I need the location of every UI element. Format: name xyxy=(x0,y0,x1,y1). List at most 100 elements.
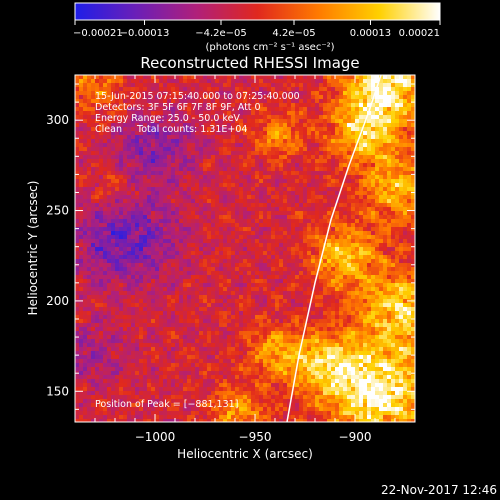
heatmap-cell xyxy=(395,299,400,304)
heatmap-cell xyxy=(87,259,92,264)
heatmap-cell xyxy=(383,167,388,172)
heatmap-cell xyxy=(103,279,108,284)
heatmap-cell xyxy=(155,131,160,136)
heatmap-cell xyxy=(107,291,112,296)
heatmap-cell xyxy=(367,243,372,248)
heatmap-cell xyxy=(347,87,352,92)
heatmap-cell xyxy=(107,191,112,196)
heatmap-cell xyxy=(75,195,80,200)
heatmap-cell xyxy=(335,139,340,144)
heatmap-cell xyxy=(323,123,328,128)
heatmap-cell xyxy=(279,107,284,112)
heatmap-cell xyxy=(403,243,408,248)
heatmap-cell xyxy=(83,255,88,260)
heatmap-cell xyxy=(131,303,136,308)
heatmap-cell xyxy=(375,219,380,224)
heatmap-cell xyxy=(147,279,152,284)
heatmap-cell xyxy=(219,147,224,152)
heatmap-cell xyxy=(155,95,160,100)
heatmap-cell xyxy=(375,255,380,260)
heatmap-cell xyxy=(147,227,152,232)
heatmap-cell xyxy=(183,99,188,104)
heatmap-cell xyxy=(79,131,84,136)
heatmap-cell xyxy=(315,103,320,108)
heatmap-cell xyxy=(159,307,164,312)
heatmap-cell xyxy=(319,111,324,116)
heatmap-cell xyxy=(143,255,148,260)
heatmap-cell xyxy=(347,287,352,292)
heatmap-cell xyxy=(299,223,304,228)
heatmap-cell xyxy=(123,199,128,204)
heatmap-cell xyxy=(275,119,280,124)
heatmap-cell xyxy=(319,103,324,108)
heatmap-cell xyxy=(367,199,372,204)
heatmap-cell xyxy=(139,163,144,168)
heatmap-cell xyxy=(323,147,328,152)
heatmap-cell xyxy=(215,119,220,124)
heatmap-cell xyxy=(259,163,264,168)
heatmap-cell xyxy=(303,107,308,112)
heatmap-cell xyxy=(139,123,144,128)
heatmap-cell xyxy=(387,127,392,132)
heatmap-cell xyxy=(191,155,196,160)
heatmap-cell xyxy=(203,287,208,292)
heatmap-cell xyxy=(411,183,415,188)
heatmap-cell xyxy=(387,123,392,128)
heatmap-cell xyxy=(391,167,396,172)
heatmap-cell xyxy=(259,295,264,300)
heatmap-cell xyxy=(155,267,160,272)
heatmap-cell xyxy=(187,91,192,96)
heatmap-cell xyxy=(303,79,308,84)
heatmap-cell xyxy=(363,247,368,252)
heatmap-cell xyxy=(395,187,400,192)
heatmap-cell xyxy=(183,299,188,304)
heatmap-cell xyxy=(131,263,136,268)
heatmap-cell xyxy=(119,279,124,284)
heatmap-cell xyxy=(211,299,216,304)
heatmap-cell xyxy=(175,263,180,268)
heatmap-cell xyxy=(327,239,332,244)
heatmap-cell xyxy=(311,127,316,132)
heatmap-cell xyxy=(171,271,176,276)
heatmap-cell xyxy=(267,247,272,252)
heatmap-cell xyxy=(319,139,324,144)
heatmap-cell xyxy=(399,79,404,84)
heatmap-cell xyxy=(399,215,404,220)
heatmap-cell xyxy=(387,103,392,108)
heatmap-cell xyxy=(127,131,132,136)
heatmap-cell xyxy=(387,263,392,268)
heatmap-cell xyxy=(183,223,188,228)
heatmap-cell xyxy=(199,171,204,176)
heatmap-cell xyxy=(135,83,140,88)
heatmap-cell xyxy=(391,159,396,164)
heatmap-cell xyxy=(203,199,208,204)
heatmap-cell xyxy=(215,295,220,300)
heatmap-cell xyxy=(187,123,192,128)
heatmap-cell xyxy=(283,235,288,240)
heatmap-cell xyxy=(307,283,312,288)
heatmap-cell xyxy=(339,287,344,292)
heatmap-cell xyxy=(107,179,112,184)
heatmap-cell xyxy=(151,187,156,192)
heatmap-cell xyxy=(87,179,92,184)
heatmap-cell xyxy=(175,235,180,240)
heatmap-cell xyxy=(171,111,176,116)
heatmap-cell xyxy=(347,191,352,196)
heatmap-cell xyxy=(139,243,144,248)
heatmap-cell xyxy=(223,295,228,300)
heatmap-cell xyxy=(83,239,88,244)
heatmap-cell xyxy=(379,235,384,240)
heatmap-cell xyxy=(271,131,276,136)
heatmap-cell xyxy=(151,151,156,156)
heatmap-cell xyxy=(87,267,92,272)
heatmap-cell xyxy=(275,199,280,204)
heatmap-cell xyxy=(175,303,180,308)
heatmap-cell xyxy=(383,147,388,152)
heatmap-cell xyxy=(79,75,84,80)
heatmap-cell xyxy=(231,127,236,132)
heatmap-cell xyxy=(91,303,96,308)
heatmap-cell xyxy=(95,135,100,140)
heatmap-cell xyxy=(211,111,216,116)
heatmap-cell xyxy=(327,87,332,92)
heatmap-cell xyxy=(363,303,368,308)
